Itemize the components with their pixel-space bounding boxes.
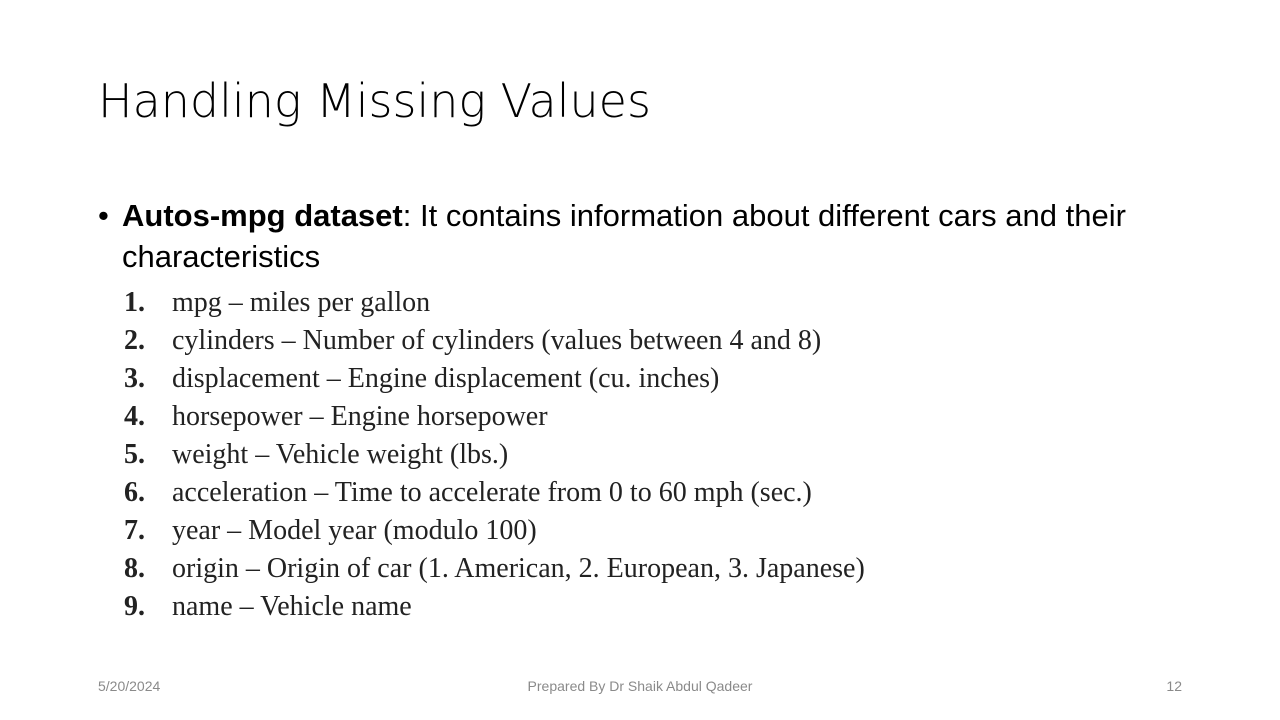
list-item: 1. mpg – miles per gallon	[124, 284, 865, 322]
attribute-list: 1. mpg – miles per gallon 2. cylinders – N…	[124, 284, 865, 626]
list-item-number: 2.	[124, 325, 145, 356]
list-item-text: mpg – miles per gallon	[172, 287, 431, 318]
list-item-number: 6.	[124, 477, 145, 508]
list-item: 3. displacement – Engine displacement (cu…	[124, 360, 865, 398]
list-item-number: 4.	[124, 401, 145, 432]
list-item-number: 3.	[124, 363, 145, 394]
bullet-dot-icon: •	[98, 198, 109, 233]
footer-author: Prepared By Dr Shaik Abdul Qadeer	[527, 678, 753, 694]
list-item: 2. cylinders – Number of cylinders (value…	[124, 322, 865, 360]
footer-date: 5/20/2024	[98, 678, 161, 694]
list-item-text: horsepower – Engine horsepower	[172, 401, 548, 432]
list-item: 6. acceleration – Time to accelerate from…	[124, 474, 865, 512]
list-item-number: 9.	[124, 591, 145, 622]
list-item: 8. origin – Origin of car (1. American, 2…	[124, 550, 865, 588]
list-item-text: name – Vehicle name	[172, 591, 412, 622]
list-item-text: year – Model year (modulo 100)	[172, 515, 537, 546]
list-item-number: 5.	[124, 439, 145, 470]
list-item-number: 8.	[124, 553, 145, 584]
list-item-number: 1.	[124, 287, 145, 318]
bullet-description: : It contains information about differen…	[122, 198, 1126, 274]
list-item: 4. horsepower – Engine horsepower	[124, 398, 865, 436]
list-item-text: cylinders – Number of cylinders (values …	[172, 325, 822, 356]
bullet-bold-term: Autos-mpg dataset	[122, 198, 403, 233]
list-item-text: weight – Vehicle weight (lbs.)	[172, 439, 509, 470]
list-item: 5. weight – Vehicle weight (lbs.)	[124, 436, 865, 474]
bullet-paragraph: • Autos-mpg dataset: It contains informa…	[98, 195, 1188, 277]
list-item-number: 7.	[124, 515, 145, 546]
bullet-text: Autos-mpg dataset: It contains informati…	[122, 195, 1188, 277]
list-item-text: acceleration – Time to accelerate from 0…	[172, 477, 812, 508]
footer-page-number: 12	[1166, 678, 1182, 694]
list-item-text: origin – Origin of car (1. American, 2. …	[172, 553, 865, 584]
slide-title: Handling Missing Values	[98, 74, 651, 128]
list-item-text: displacement – Engine displacement (cu. …	[172, 363, 720, 394]
list-item: 7. year – Model year (modulo 100)	[124, 512, 865, 550]
list-item: 9. name – Vehicle name	[124, 588, 865, 626]
